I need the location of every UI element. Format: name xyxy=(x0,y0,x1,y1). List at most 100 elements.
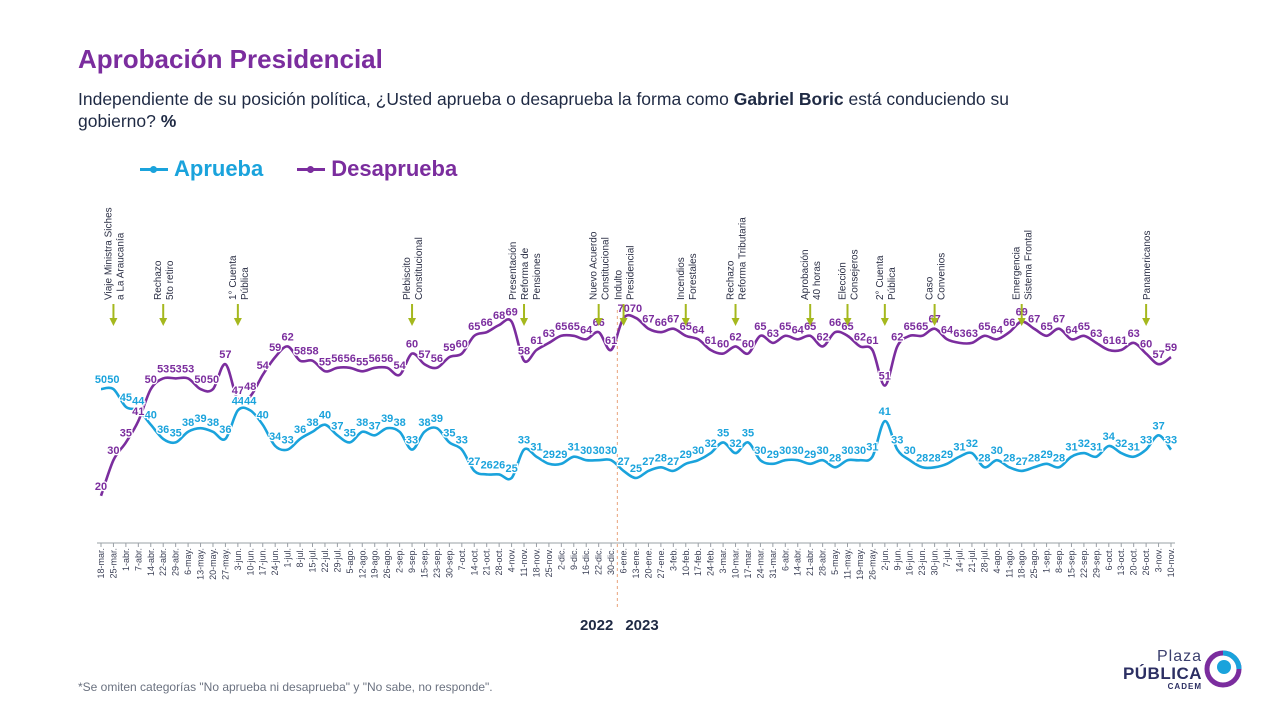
data-label-desaprueba: 58 xyxy=(306,346,318,358)
x-tick-label: 2-dic. xyxy=(556,548,566,570)
data-label-desaprueba: 64 xyxy=(991,324,1004,336)
event-arrow-head-icon xyxy=(520,318,529,326)
event-annotation-label: a La Araucanía xyxy=(115,232,126,300)
x-tick-label: 8-sep. xyxy=(1054,548,1064,573)
data-label-aprueba: 33 xyxy=(891,435,903,447)
data-label-desaprueba: 62 xyxy=(729,331,741,343)
x-tick-label: 19-may. xyxy=(855,548,865,580)
event-arrow-head-icon xyxy=(681,318,690,326)
data-label-desaprueba: 58 xyxy=(518,346,530,358)
data-label-desaprueba: 58 xyxy=(294,346,306,358)
data-label-desaprueba: 56 xyxy=(381,353,393,365)
x-tick-label: 9-sep. xyxy=(407,548,417,573)
data-label-desaprueba: 65 xyxy=(1078,321,1090,333)
x-tick-label: 22-sep. xyxy=(1079,548,1089,578)
x-tick-label: 22-abr. xyxy=(158,548,168,576)
data-label-desaprueba: 67 xyxy=(642,314,654,326)
data-label-desaprueba: 65 xyxy=(841,321,853,333)
x-tick-label: 13-oct. xyxy=(1116,548,1126,576)
event-arrow-head-icon xyxy=(233,318,242,326)
x-tick-label: 20-may. xyxy=(208,548,218,580)
data-label-desaprueba: 59 xyxy=(443,342,455,354)
data-label-aprueba: 30 xyxy=(816,445,828,457)
page-title: Aprobación Presidencial xyxy=(78,44,383,74)
data-label-desaprueba: 62 xyxy=(891,331,903,343)
data-label-desaprueba: 63 xyxy=(966,328,978,340)
data-label-aprueba: 27 xyxy=(667,456,679,468)
data-label-aprueba: 31 xyxy=(866,442,878,454)
x-tick-label: 28-jul. xyxy=(979,548,989,573)
data-label-aprueba: 36 xyxy=(294,424,306,436)
data-label-aprueba: 30 xyxy=(792,445,804,457)
data-label-aprueba: 45 xyxy=(120,392,132,404)
event-annotation-label: Sistema Frontal xyxy=(1024,230,1035,300)
x-tick-label: 14-abr. xyxy=(146,548,156,576)
data-label-desaprueba: 56 xyxy=(431,353,443,365)
logo-mark-icon xyxy=(1204,650,1242,688)
legend-item-aprueba: Aprueba xyxy=(140,156,263,182)
x-tick-label: 22-jul. xyxy=(320,548,330,573)
event-annotation-label: Reforma Tributaria xyxy=(738,217,749,300)
data-label-desaprueba: 53 xyxy=(182,363,194,375)
event-annotation-label: Forestales xyxy=(688,253,699,300)
data-label-desaprueba: 61 xyxy=(705,335,717,347)
x-tick-label: 26-oct. xyxy=(1141,548,1151,576)
x-tick-label: 16-dic. xyxy=(581,548,591,575)
data-label-desaprueba: 60 xyxy=(742,339,754,351)
data-label-desaprueba: 67 xyxy=(1053,314,1065,326)
logo-line-2: PÚBLICA xyxy=(1122,664,1202,683)
x-tick-label: 14-abr. xyxy=(793,548,803,576)
data-label-aprueba: 44 xyxy=(244,395,257,407)
data-label-desaprueba: 64 xyxy=(580,324,593,336)
data-label-desaprueba: 57 xyxy=(418,349,430,361)
x-tick-label: 18-ago. xyxy=(1017,548,1027,579)
logo-line-1: Plaza xyxy=(1156,648,1202,665)
data-label-aprueba: 30 xyxy=(593,445,605,457)
data-label-desaprueba: 50 xyxy=(145,374,157,386)
x-tick-label: 24-jun. xyxy=(270,548,280,576)
data-label-aprueba: 40 xyxy=(319,410,331,422)
question-president-name: Gabriel Boric xyxy=(733,89,844,109)
data-label-desaprueba: 55 xyxy=(319,356,331,368)
data-label-desaprueba: 66 xyxy=(829,317,841,329)
event-arrow-head-icon xyxy=(880,318,889,326)
x-tick-label: 12-ago. xyxy=(357,548,367,579)
event-arrow-head-icon xyxy=(731,318,740,326)
data-label-aprueba: 30 xyxy=(754,445,766,457)
x-tick-label: 1-jul. xyxy=(283,548,293,568)
data-label-desaprueba: 62 xyxy=(816,331,828,343)
data-label-aprueba: 27 xyxy=(468,456,480,468)
x-tick-label: 15-sep. xyxy=(1067,548,1077,578)
data-label-desaprueba: 63 xyxy=(953,328,965,340)
x-tick-label: 27-ene. xyxy=(656,548,666,579)
event-annotation-label: Elección xyxy=(838,262,849,300)
data-label-aprueba: 34 xyxy=(269,431,282,443)
data-label-aprueba: 33 xyxy=(518,435,530,447)
x-tick-label: 2-jun. xyxy=(880,548,890,571)
data-label-desaprueba: 63 xyxy=(1128,328,1140,340)
data-label-aprueba: 28 xyxy=(916,452,928,464)
data-label-aprueba: 44 xyxy=(232,395,245,407)
x-tick-label: 18-mar. xyxy=(96,548,106,579)
x-tick-label: 5-ago. xyxy=(345,548,355,574)
data-label-aprueba: 29 xyxy=(555,449,567,461)
data-label-desaprueba: 50 xyxy=(207,374,219,386)
data-label-aprueba: 38 xyxy=(207,417,219,429)
event-annotation-label: Constitucional xyxy=(414,237,425,300)
series-line-desaprueba xyxy=(99,313,1172,497)
x-tick-label: 16-jun. xyxy=(905,548,915,576)
x-tick-label: 30-jun. xyxy=(930,548,940,576)
event-annotation-label: Presentación xyxy=(508,242,519,300)
data-label-aprueba: 30 xyxy=(904,445,916,457)
event-arrow-head-icon xyxy=(408,318,417,326)
data-label-desaprueba: 60 xyxy=(717,339,729,351)
x-tick-label: 21-abr. xyxy=(805,548,815,576)
data-label-desaprueba: 61 xyxy=(1103,335,1115,347)
data-label-desaprueba: 62 xyxy=(854,331,866,343)
x-tick-label: 24-mar. xyxy=(755,548,765,579)
data-label-desaprueba: 56 xyxy=(369,353,381,365)
data-label-aprueba: 29 xyxy=(941,449,953,461)
x-tick-label: 15-jul. xyxy=(308,548,318,573)
data-label-aprueba: 50 xyxy=(107,374,119,386)
